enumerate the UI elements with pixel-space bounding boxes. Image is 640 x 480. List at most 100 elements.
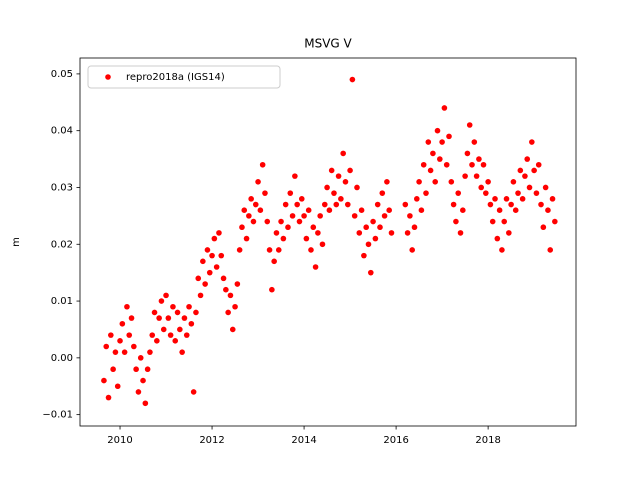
- point: [174, 309, 181, 316]
- y-tick-label: 0.03: [51, 182, 73, 193]
- point: [499, 247, 505, 253]
- point: [361, 252, 367, 259]
- point: [165, 315, 172, 321]
- point: [512, 207, 519, 213]
- x-tick-label: 2016: [383, 435, 408, 446]
- point: [273, 230, 280, 236]
- point: [503, 196, 510, 202]
- point: [232, 303, 238, 310]
- point: [220, 275, 227, 282]
- point: [363, 224, 369, 231]
- point: [549, 196, 556, 202]
- point: [154, 338, 160, 344]
- point: [110, 366, 116, 373]
- point: [462, 173, 468, 179]
- y-tick-label: 0.00: [51, 353, 73, 364]
- point: [151, 309, 158, 316]
- point: [239, 224, 245, 231]
- point: [282, 201, 289, 208]
- point: [308, 247, 314, 253]
- point: [183, 332, 190, 338]
- point: [195, 275, 202, 282]
- point: [519, 196, 526, 202]
- point: [538, 201, 544, 208]
- point: [119, 320, 126, 327]
- point: [423, 190, 429, 196]
- point: [121, 349, 128, 355]
- point: [298, 196, 305, 202]
- point: [335, 173, 342, 179]
- point: [434, 127, 441, 134]
- point: [414, 196, 420, 202]
- point: [379, 190, 386, 196]
- point: [131, 343, 137, 350]
- point: [526, 184, 533, 191]
- point: [108, 332, 114, 338]
- point: [269, 286, 275, 293]
- point: [133, 366, 139, 373]
- point: [137, 355, 144, 361]
- point: [437, 156, 443, 162]
- point: [142, 400, 149, 407]
- point: [229, 326, 236, 333]
- point: [338, 196, 344, 202]
- point: [206, 269, 213, 276]
- point: [246, 213, 252, 219]
- point: [202, 281, 208, 287]
- point: [480, 161, 487, 168]
- point: [545, 207, 551, 213]
- point: [384, 179, 390, 185]
- point: [112, 349, 119, 355]
- point: [289, 213, 296, 219]
- point: [259, 161, 266, 168]
- x-tick-label: 2012: [199, 435, 224, 446]
- point: [432, 179, 439, 185]
- point: [443, 161, 450, 168]
- point: [542, 184, 549, 191]
- point: [492, 196, 498, 202]
- point: [266, 247, 273, 253]
- point: [331, 190, 337, 196]
- point: [372, 235, 379, 242]
- point: [453, 218, 459, 225]
- chart-title: MSVG V: [304, 37, 352, 51]
- point: [211, 235, 218, 242]
- point: [441, 105, 448, 111]
- point: [328, 167, 335, 174]
- y-axis-label: m: [11, 237, 22, 247]
- point: [234, 281, 241, 287]
- point: [190, 389, 197, 395]
- point: [473, 173, 480, 179]
- point: [365, 241, 372, 248]
- point: [218, 252, 225, 259]
- point: [460, 207, 466, 213]
- point: [170, 303, 176, 310]
- point: [144, 366, 151, 373]
- point: [252, 201, 259, 208]
- y-tick-label: −0.01: [42, 410, 73, 421]
- point: [427, 167, 434, 174]
- point: [292, 173, 298, 179]
- point: [321, 201, 328, 208]
- legend-label: repro2018a (IGS14): [126, 72, 225, 83]
- point: [552, 218, 558, 225]
- point: [411, 224, 418, 231]
- point: [285, 224, 291, 231]
- point: [172, 338, 179, 344]
- y-tick-label: 0.05: [51, 69, 73, 80]
- point: [448, 179, 455, 185]
- point: [374, 201, 381, 208]
- point: [478, 184, 485, 191]
- point: [147, 349, 153, 355]
- point: [197, 292, 204, 299]
- point: [124, 303, 130, 310]
- point: [356, 230, 363, 236]
- point: [508, 201, 514, 208]
- point: [128, 315, 135, 321]
- point: [225, 309, 231, 316]
- point: [103, 343, 110, 350]
- point: [167, 332, 174, 338]
- point: [301, 213, 307, 219]
- point: [126, 332, 133, 338]
